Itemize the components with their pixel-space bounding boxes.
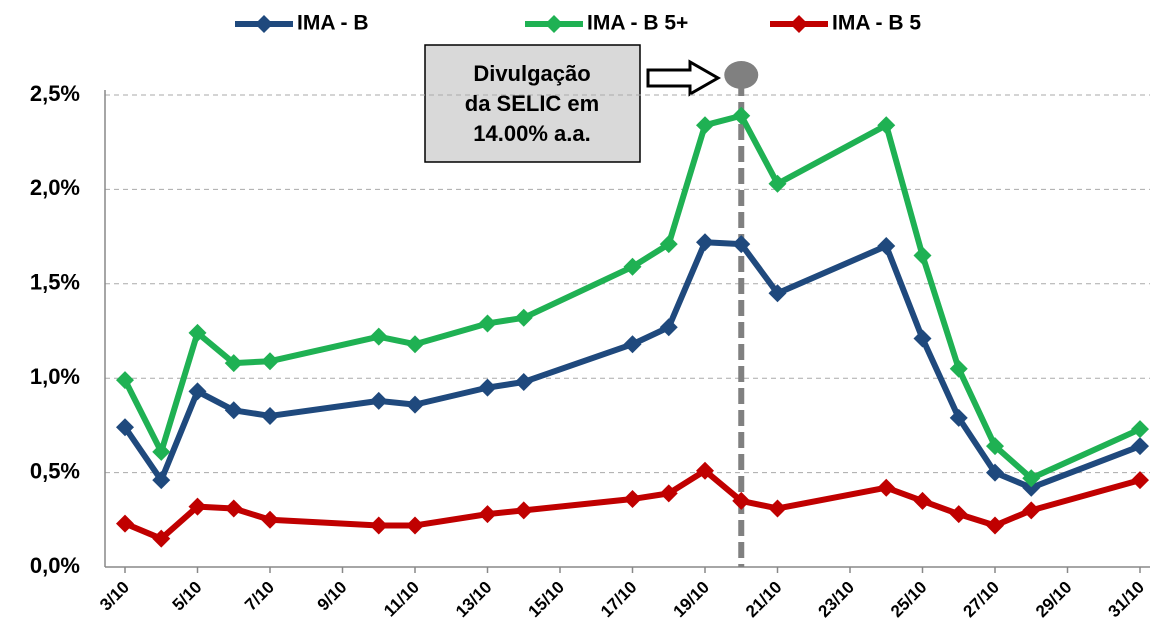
point-marker bbox=[116, 514, 134, 533]
point-marker bbox=[514, 308, 533, 327]
point-marker bbox=[152, 471, 171, 490]
x-tick-label: 23/10 bbox=[814, 578, 858, 622]
y-tick-label: 1,0% bbox=[30, 364, 80, 389]
x-tick-label: 29/10 bbox=[1032, 578, 1076, 622]
point-marker bbox=[152, 442, 171, 461]
point-marker bbox=[659, 235, 678, 254]
point-marker bbox=[224, 354, 243, 373]
point-marker bbox=[949, 408, 968, 427]
point-marker bbox=[224, 401, 243, 420]
y-tick-label: 2,5% bbox=[30, 81, 80, 106]
point-marker bbox=[478, 314, 497, 333]
point-marker bbox=[913, 246, 932, 265]
y-tick-label: 0,5% bbox=[30, 458, 80, 483]
point-marker bbox=[478, 378, 497, 397]
annotation-box bbox=[424, 44, 641, 163]
x-tick-label: 21/10 bbox=[742, 578, 786, 622]
point-marker bbox=[623, 490, 642, 509]
point-marker bbox=[1131, 471, 1149, 490]
x-tick-label: 19/10 bbox=[669, 578, 713, 622]
point-marker bbox=[1131, 437, 1149, 456]
point-marker bbox=[1131, 420, 1149, 439]
point-marker bbox=[188, 497, 207, 516]
point-marker bbox=[261, 406, 279, 425]
x-tick-label: 17/10 bbox=[597, 578, 641, 622]
point-marker bbox=[986, 437, 1004, 456]
annotation-dot bbox=[724, 61, 759, 89]
point-marker bbox=[152, 529, 171, 548]
point-marker bbox=[514, 501, 533, 520]
point-marker bbox=[369, 391, 388, 410]
point-marker bbox=[659, 318, 678, 337]
legend-label: IMA - B 5+ bbox=[587, 12, 688, 35]
point-marker bbox=[261, 510, 279, 529]
legend-marker bbox=[545, 15, 563, 33]
point-marker bbox=[768, 499, 787, 518]
point-marker bbox=[1022, 478, 1041, 497]
point-marker bbox=[369, 327, 388, 346]
point-marker bbox=[1022, 501, 1041, 520]
legend-marker bbox=[255, 15, 273, 33]
x-tick-label: 15/10 bbox=[524, 578, 568, 622]
annotation-arrow bbox=[646, 59, 722, 97]
point-marker bbox=[768, 174, 787, 193]
legend-label: IMA - B bbox=[297, 12, 369, 35]
legend-marker bbox=[790, 15, 808, 33]
point-marker bbox=[116, 418, 134, 437]
x-tick-label: 31/10 bbox=[1104, 578, 1148, 622]
x-tick-label: 9/10 bbox=[314, 578, 351, 615]
point-marker bbox=[116, 371, 134, 390]
y-tick-label: 0,0% bbox=[30, 553, 80, 578]
series-line bbox=[122, 112, 1142, 482]
x-tick-label: 3/10 bbox=[96, 578, 133, 615]
point-marker bbox=[949, 359, 968, 378]
y-tick-label: 1,5% bbox=[30, 270, 80, 295]
point-marker bbox=[768, 284, 787, 303]
point-marker bbox=[877, 237, 896, 256]
series-line bbox=[122, 239, 1142, 491]
point-marker bbox=[986, 463, 1004, 482]
point-marker bbox=[986, 516, 1004, 535]
annotation-text: Divulgação bbox=[473, 61, 590, 86]
point-marker bbox=[188, 382, 207, 401]
point-marker bbox=[406, 516, 424, 535]
x-tick-label: 25/10 bbox=[887, 578, 931, 622]
point-marker bbox=[877, 478, 896, 497]
annotation-text: 14.00% a.a. bbox=[473, 121, 590, 146]
point-marker bbox=[623, 335, 642, 354]
x-tick-label: 7/10 bbox=[241, 578, 278, 615]
point-marker bbox=[696, 233, 714, 252]
x-tick-label: 13/10 bbox=[452, 578, 496, 622]
point-marker bbox=[732, 491, 751, 510]
point-marker bbox=[188, 323, 207, 342]
point-marker bbox=[732, 106, 751, 125]
point-marker bbox=[696, 116, 714, 135]
annotation-text: da SELIC em bbox=[465, 91, 599, 116]
point-marker bbox=[732, 235, 751, 254]
x-tick-label: 27/10 bbox=[959, 578, 1003, 622]
point-marker bbox=[369, 516, 388, 535]
point-marker bbox=[261, 352, 279, 371]
point-marker bbox=[913, 491, 932, 510]
x-tick-label: 11/10 bbox=[380, 578, 423, 621]
point-marker bbox=[406, 335, 424, 354]
point-marker bbox=[478, 505, 497, 524]
point-marker bbox=[406, 395, 424, 414]
point-marker bbox=[1022, 469, 1041, 488]
point-marker bbox=[913, 329, 932, 348]
point-marker bbox=[623, 257, 642, 276]
point-marker bbox=[877, 116, 896, 135]
y-tick-label: 2,0% bbox=[30, 175, 80, 200]
point-marker bbox=[696, 461, 714, 480]
point-marker bbox=[514, 372, 533, 391]
point-marker bbox=[659, 484, 678, 503]
point-marker bbox=[949, 505, 968, 524]
point-marker bbox=[224, 499, 243, 518]
legend-label: IMA - B 5 bbox=[832, 12, 921, 35]
x-tick-label: 5/10 bbox=[169, 578, 206, 615]
